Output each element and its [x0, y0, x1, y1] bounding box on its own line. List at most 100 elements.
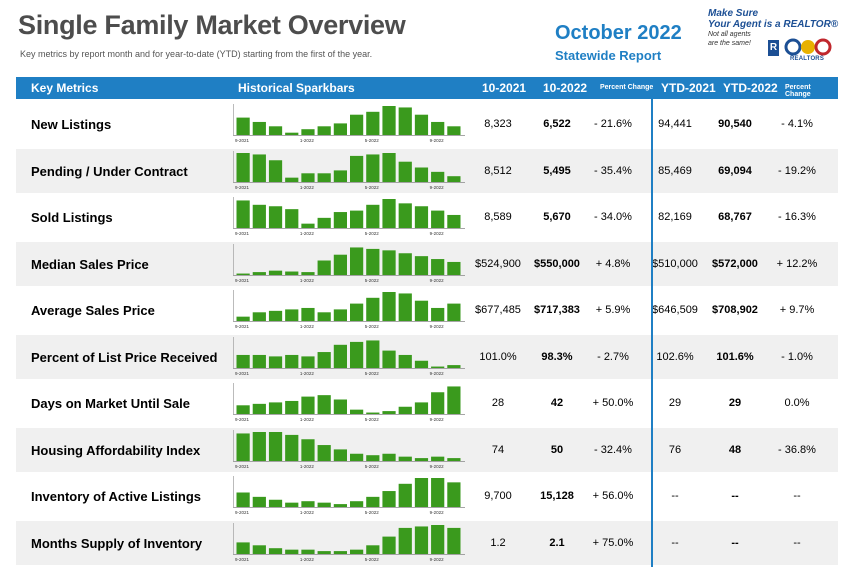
sparkbar-bar [398, 354, 412, 368]
value-prev: $524,900 [475, 257, 521, 270]
value-ytd-prev: -- [671, 536, 679, 549]
col-spark: Historical Sparkbars [238, 81, 355, 95]
sparkbar-bar [301, 129, 315, 135]
sparkbar-bar [414, 457, 429, 461]
sparkbar-bar [350, 501, 364, 507]
sparkbar-bar [447, 457, 461, 461]
sparkbar-bar [268, 355, 283, 368]
sparkbar-bar [414, 402, 429, 414]
sparkbar-bar [317, 444, 331, 461]
colorado-realtors-logo [784, 38, 832, 56]
value-ytd-pct: 0.0% [784, 397, 810, 409]
sparkbar-bar [317, 217, 331, 228]
sparkbar-tick-label: 1-2022 [300, 557, 315, 562]
sparkbar-bar [350, 341, 364, 368]
sparkbar-bar [317, 395, 331, 414]
sparkbar-bar [317, 351, 331, 368]
report-scope: Statewide Report [555, 48, 662, 63]
sparkbar-bar [285, 309, 299, 321]
sparkbar-tick-label: 5-2022 [365, 185, 380, 190]
value-ytd-prev: $510,000 [652, 257, 698, 270]
sparkbar-bar [268, 206, 283, 228]
promo-line-3: Not all agents [708, 31, 751, 38]
sparkbar-bar [414, 255, 429, 275]
sparkbar-bar [398, 107, 412, 135]
sparkbar-tick-label: 5-2022 [365, 278, 380, 283]
sparkbar-bar [398, 161, 412, 182]
value-prev: 74 [491, 443, 505, 456]
sparkbar-chart: 9-2021 1-2022 5-2022 9-2022 [233, 336, 465, 376]
metric-label: Months Supply of Inventory [31, 535, 203, 551]
sparkbar-bar [268, 402, 283, 414]
value-ytd-curr: $708,902 [712, 304, 758, 316]
sparkbar-bar [398, 293, 412, 321]
value-prev: 101.0% [479, 350, 517, 363]
sparkbar-tick-label: 1-2022 [300, 185, 315, 190]
value-curr: 6,522 [543, 118, 571, 130]
value-ytd-curr: 101.6% [716, 350, 754, 363]
sparkbar-tick-label: 9-2021 [235, 278, 250, 283]
sparkbar-bar [236, 200, 250, 228]
sparkbar-bar [350, 155, 364, 182]
sparkbar-chart: 9-2021 1-2022 5-2022 9-2022 [233, 522, 465, 562]
sparkbar-bar [333, 399, 347, 414]
sparkbar-bar [333, 448, 347, 461]
table-row: Pending / Under Contract 9-2021 1-2022 5-20… [16, 148, 838, 193]
value-curr: 5,495 [543, 164, 571, 177]
table-row: Percent of List Price Received 9-2021 1-20… [16, 334, 838, 379]
table-row: Months Supply of Inventory 9-2021 1-2022 5-… [16, 520, 838, 565]
sparkbar-bar [333, 212, 347, 228]
sparkbar-bar [252, 544, 266, 554]
sparkbar-bar [236, 432, 250, 461]
sparkbar-bar [431, 478, 445, 507]
sparkbar-bar [447, 527, 461, 554]
sparkbar-bar [431, 171, 445, 182]
sparkbar-bar [285, 502, 299, 507]
sparkbar-bar [285, 400, 299, 414]
page-title: Single Family Market Overview [18, 10, 406, 40]
value-pct: - 35.4% [594, 164, 632, 177]
sparkbar-tick-label: 9-2021 [235, 557, 250, 562]
sparkbar-bar [366, 153, 380, 182]
value-prev: 28 [491, 397, 505, 409]
value-ytd-pct: - 19.2% [778, 164, 816, 177]
value-ytd-pct: - 4.1% [781, 118, 813, 130]
sparkbar-tick-label: 1-2022 [300, 464, 315, 469]
sparkbar-bar [333, 123, 347, 135]
sparkbar-bar [382, 536, 396, 554]
sparkbar-bar [447, 386, 461, 414]
sparkbar-tick-label: 9-2022 [430, 417, 445, 422]
sparkbar-bar [350, 549, 364, 554]
sparkbar-bar [366, 111, 380, 135]
sparkbar-bar [398, 456, 412, 461]
value-ytd-prev: 102.6% [656, 350, 694, 363]
value-curr: 42 [550, 397, 564, 409]
value-pct: + 5.9% [595, 304, 631, 316]
sparkbar-bar [414, 360, 429, 368]
sparkbar-bar [317, 502, 331, 507]
sparkbar-bar [236, 354, 250, 368]
value-pct: - 34.0% [594, 211, 632, 223]
sparkbar-tick-label: 1-2022 [300, 231, 315, 236]
value-ytd-pct: + 9.7% [779, 304, 815, 316]
sparkbar-bar [317, 260, 331, 275]
col-ytd-pct: Percent Change [785, 84, 811, 98]
sparkbar-bar [236, 273, 250, 275]
sparkbar-bar [252, 271, 266, 275]
sparkbar-tick-label: 9-2021 [235, 371, 250, 376]
page-subtitle: Key metrics by report month and for year… [20, 49, 373, 59]
sparkbar-bar [350, 210, 364, 228]
table-row: Sold Listings 9-2021 1-2022 5-2022 9-2022 8,5… [16, 195, 838, 239]
col-prev: 10-2021 [482, 81, 527, 95]
value-prev: 8,323 [484, 118, 512, 130]
sparkbar-bar [366, 204, 380, 228]
sparkbar-bar [414, 206, 429, 228]
sparkbar-chart: 9-2021 1-2022 5-2022 9-2022 [233, 197, 465, 236]
value-ytd-prev: -- [671, 490, 679, 502]
sparkbar-bar [236, 152, 250, 182]
sparkbar-bar [285, 271, 299, 275]
value-ytd-pct: - 36.8% [778, 443, 816, 456]
value-ytd-pct: -- [793, 536, 801, 549]
sparkbar-tick-label: 5-2022 [365, 231, 380, 236]
sparkbar-bar [252, 431, 266, 461]
